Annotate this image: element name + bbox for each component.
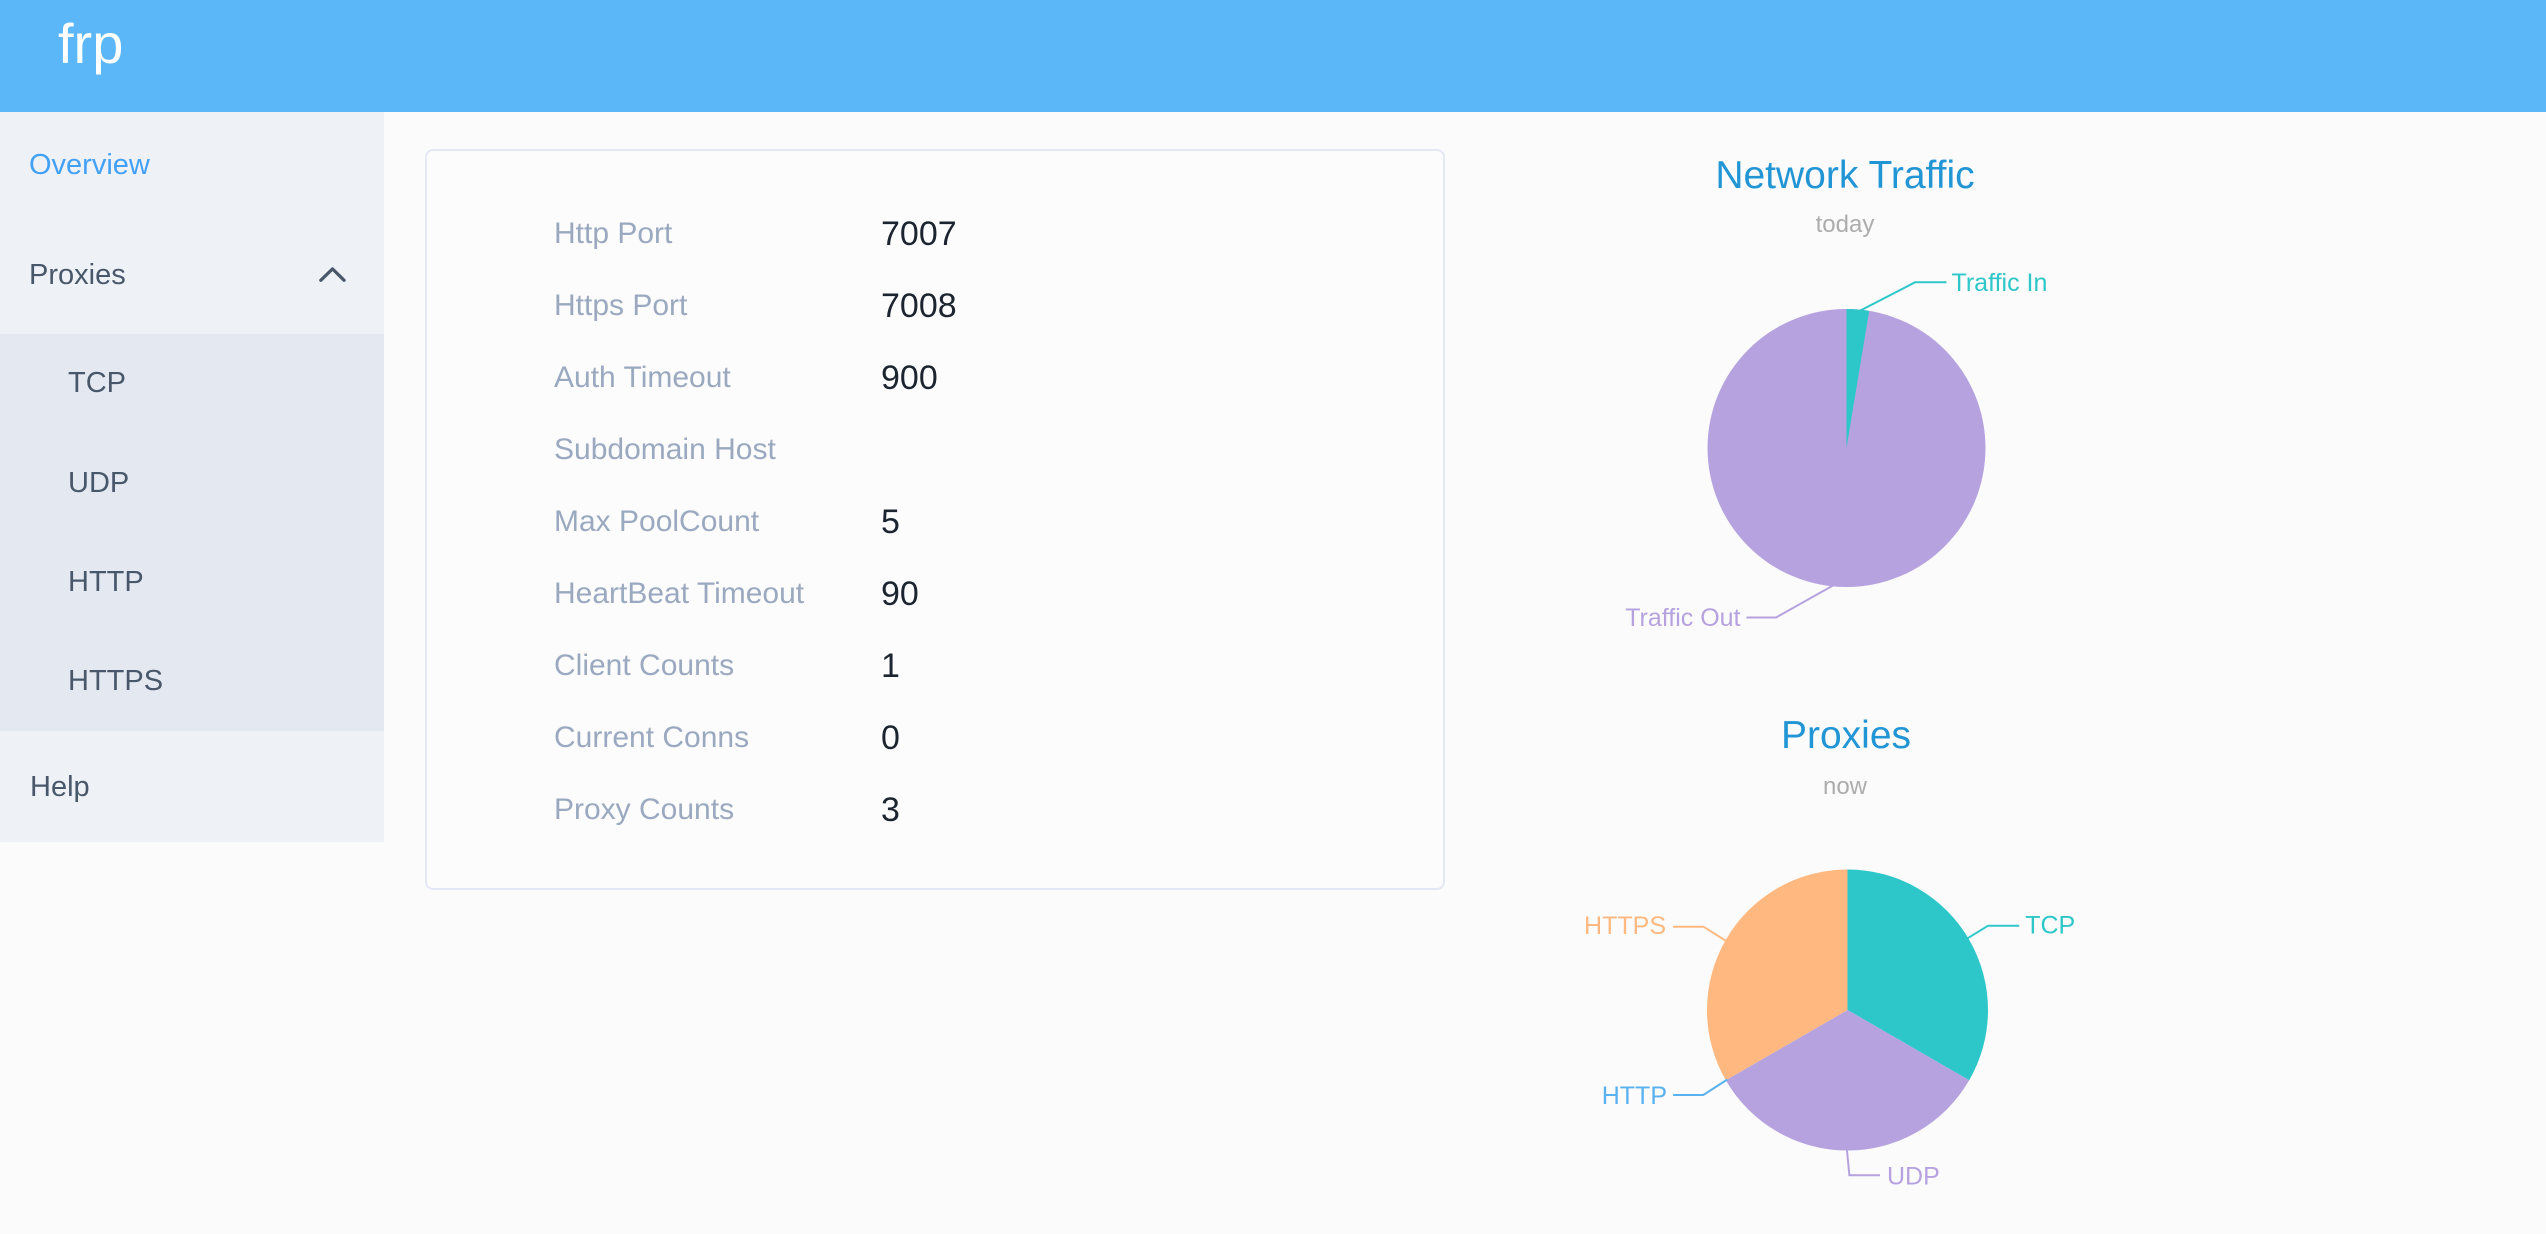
- svg-text:UDP: UDP: [1887, 1162, 1940, 1190]
- svg-text:HTTP: HTTP: [1602, 1082, 1667, 1110]
- svg-text:HTTPS: HTTPS: [1584, 912, 1666, 940]
- svg-text:Traffic In: Traffic In: [1952, 269, 2048, 297]
- svg-text:TCP: TCP: [2025, 912, 2075, 940]
- svg-text:Traffic Out: Traffic Out: [1625, 604, 1740, 632]
